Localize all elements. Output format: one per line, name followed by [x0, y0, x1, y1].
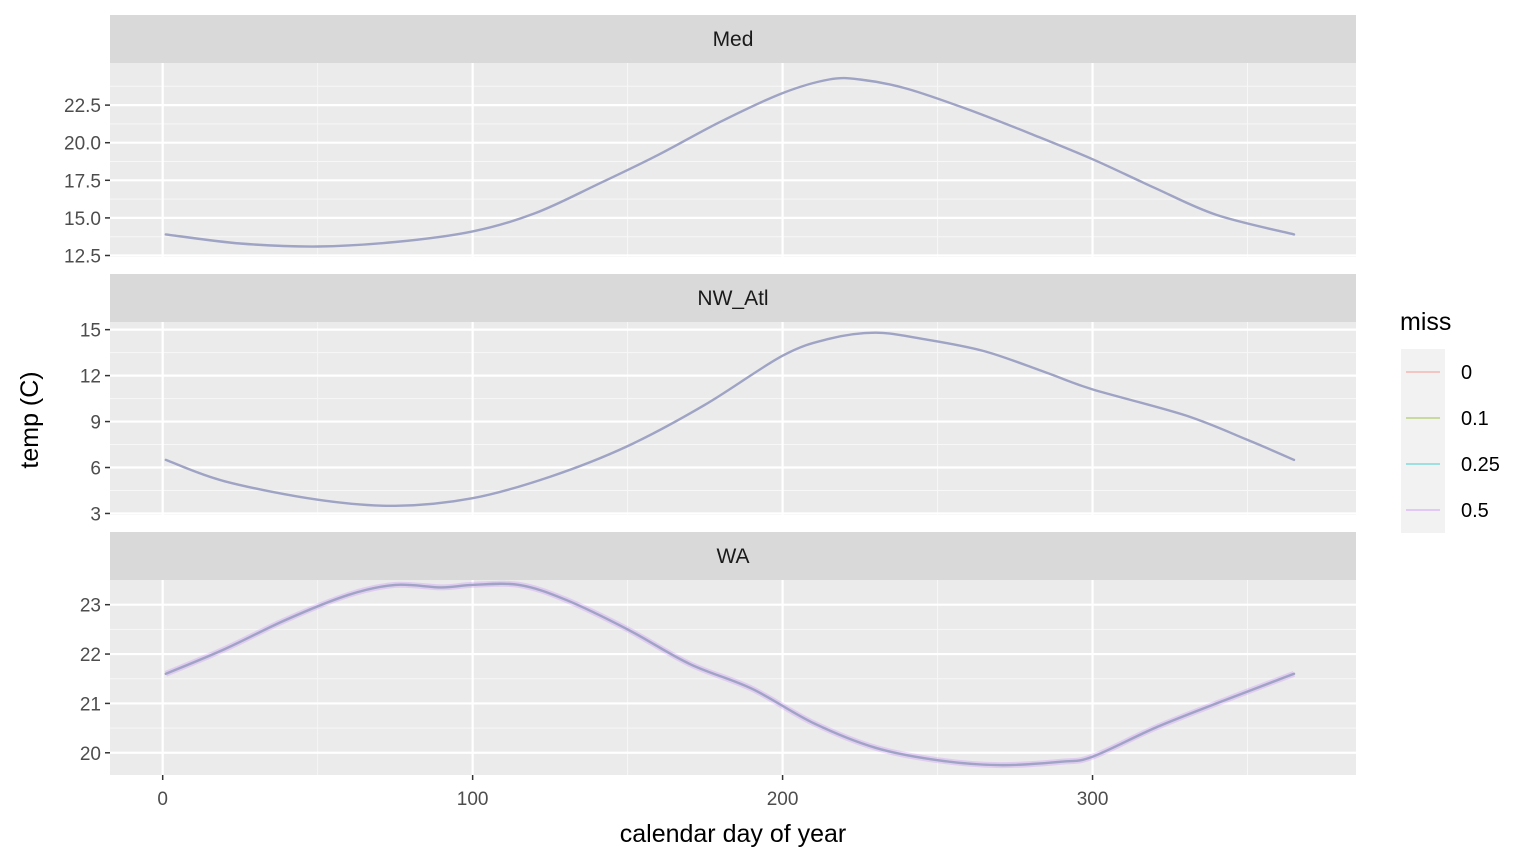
y-tick-label: 15.0: [64, 209, 101, 230]
x-tick-label: 300: [1077, 789, 1109, 810]
y-tick-label: 23: [80, 596, 101, 617]
y-tick-label: 3: [90, 504, 101, 525]
facet-panel-med: Med 12.5 15.0 17.5 20.0 22.5: [64, 15, 1356, 267]
series-line: [164, 76, 1296, 248]
x-tick-label: 200: [767, 789, 799, 810]
x-tick-label: 0: [157, 789, 168, 810]
legend-entry-label: 0: [1461, 362, 1472, 384]
series-line: [164, 582, 1296, 767]
facet-strip-label: Med: [713, 28, 754, 51]
y-tick-label: 22.5: [64, 96, 101, 117]
legend-key-box: [1401, 395, 1445, 441]
y-tick-label: 6: [90, 459, 101, 480]
legend-title: miss: [1400, 308, 1451, 336]
panel-background: [110, 580, 1356, 775]
legend-entry-label: 0.5: [1461, 500, 1489, 522]
y-tick-label: 20: [80, 744, 101, 765]
x-axis-title: calendar day of year: [620, 820, 847, 848]
x-tick-label: 100: [457, 789, 489, 810]
legend-entry-label: 0.25: [1461, 454, 1500, 476]
chart-panels: Med 12.5 15.0 17.5 20.0 22.5 NW_Atl 3 6 9 12 15 WA 20…: [64, 15, 1356, 775]
facet-strip: [110, 532, 1356, 580]
x-axis: 0 100 200 300: [157, 775, 1108, 810]
y-tick-label: 17.5: [64, 171, 101, 192]
facet-strip: [110, 15, 1356, 63]
y-tick-label: 12: [80, 367, 101, 388]
facet-strip-label: WA: [716, 545, 749, 568]
facet-panel-nw-atl: NW_Atl 3 6 9 12 15: [80, 274, 1356, 525]
series-line: [164, 331, 1296, 508]
y-tick-label: 12.5: [64, 246, 101, 267]
legend-key-box: [1401, 487, 1445, 533]
panel-background: [110, 63, 1356, 257]
legend-entry-label: 0.1: [1461, 408, 1489, 430]
y-tick-label: 21: [80, 694, 101, 715]
facet-panel-wa: WA 20 21 22 23: [80, 532, 1356, 775]
facet-strip-label: NW_Atl: [697, 287, 768, 310]
legend-key-box: [1401, 349, 1445, 395]
legend-key-box: [1401, 441, 1445, 487]
y-tick-label: 22: [80, 645, 101, 666]
y-tick-label: 9: [90, 413, 101, 434]
facet-strip: [110, 274, 1356, 322]
panel-background: [110, 322, 1356, 515]
y-axis-title: temp (C): [16, 371, 44, 468]
y-tick-label: 20.0: [64, 134, 101, 155]
y-tick-label: 15: [80, 321, 101, 342]
legend: miss 0 0.1 0.25 0.5: [1400, 308, 1500, 533]
